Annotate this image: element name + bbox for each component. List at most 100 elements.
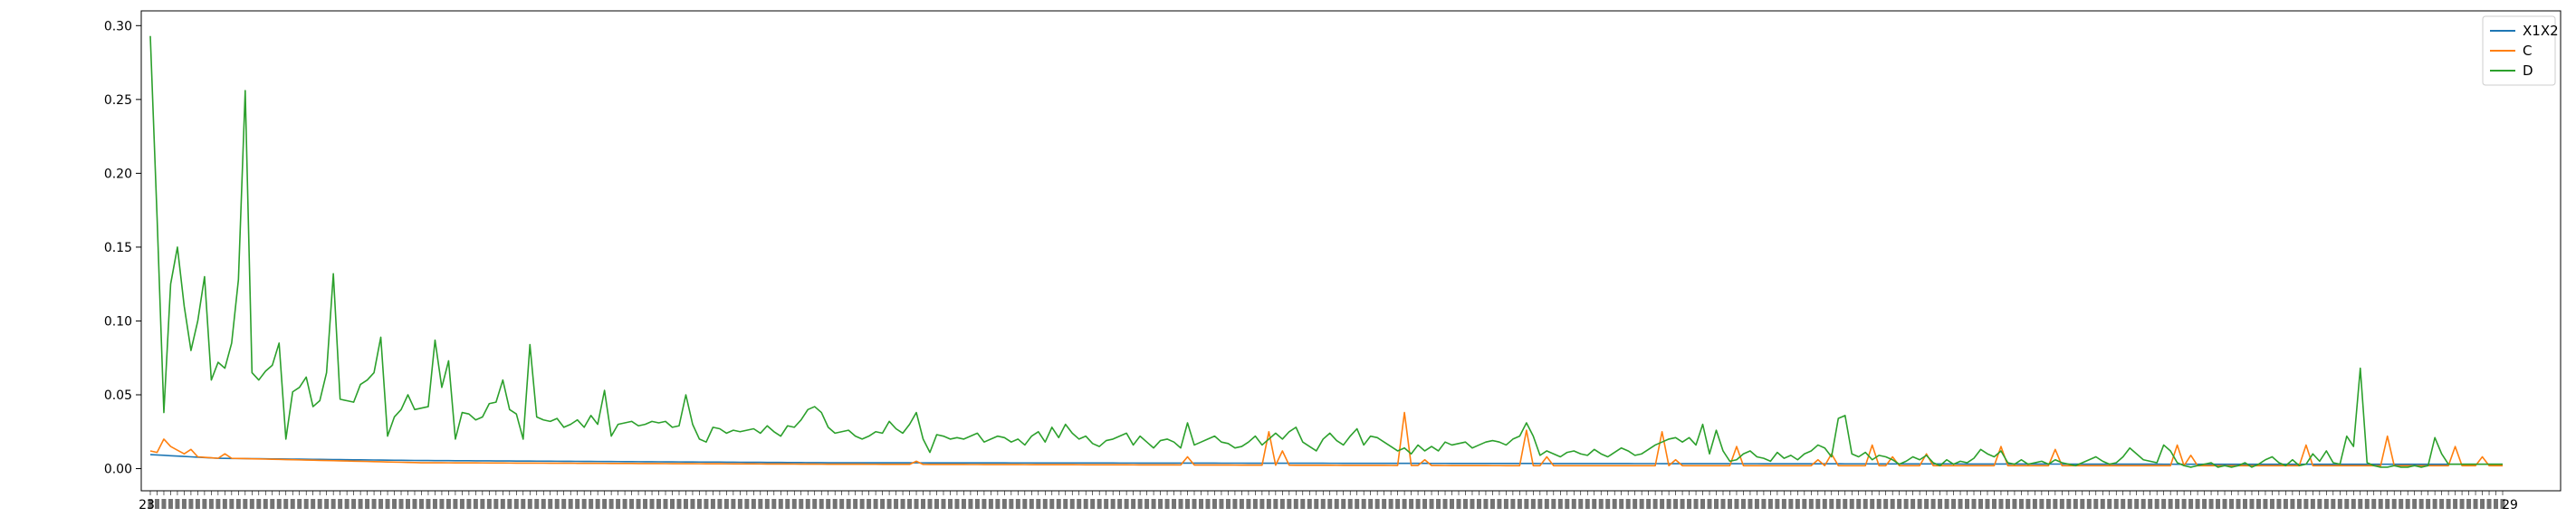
x-tick-label-glyph xyxy=(2269,499,2274,509)
x-tick-label-glyph xyxy=(1714,499,1719,509)
y-tick-label: 0.30 xyxy=(104,19,132,34)
x-tick-label-glyph xyxy=(2303,499,2309,509)
x-tick-label-glyph xyxy=(2242,499,2247,509)
x-tick-label-glyph xyxy=(683,499,688,509)
x-tick-label-glyph xyxy=(1334,499,1339,509)
x-tick-label-glyph xyxy=(2283,499,2288,509)
x-tick-label-glyph xyxy=(1225,499,1231,509)
x-tick-label-glyph xyxy=(1680,499,1685,509)
x-tick-label-glyph xyxy=(1355,499,1360,509)
x-tick-label-glyph xyxy=(1510,499,1516,509)
x-tick-label-glyph xyxy=(1497,499,1502,509)
x-tick-label-glyph xyxy=(2161,499,2167,509)
x-tick-label-glyph xyxy=(982,499,987,509)
x-tick-label-glyph xyxy=(1639,499,1644,509)
x-tick-label-glyph xyxy=(737,499,742,509)
x-tick-label-glyph xyxy=(222,499,227,509)
x-tick-label-glyph xyxy=(2236,499,2241,509)
x-tick-label-glyph xyxy=(1137,499,1143,509)
x-tick-label-glyph xyxy=(1890,499,1895,509)
x-tick-label-glyph xyxy=(2202,499,2207,509)
x-tick-label-glyph xyxy=(1320,499,1326,509)
x-tick-label-glyph xyxy=(974,499,980,509)
x-tick-label-glyph xyxy=(1843,499,1848,509)
x-tick-label-glyph xyxy=(2073,499,2078,509)
x-tick-label-glyph xyxy=(785,499,790,509)
x-tick-label-glyph xyxy=(1279,499,1285,509)
x-tick-label-glyph xyxy=(2432,499,2437,509)
x-tick-label-glyph xyxy=(527,499,532,509)
x-tick-label-glyph xyxy=(1971,499,1977,509)
x-tick-label-glyph xyxy=(1158,499,1164,509)
x-tick-label-glyph xyxy=(426,499,431,509)
x-tick-label-glyph xyxy=(934,499,939,509)
x-tick-label-glyph xyxy=(1565,499,1570,509)
x-tick-label-glyph xyxy=(2331,499,2336,509)
x-tick-label-glyph xyxy=(1585,499,1590,509)
x-tick-label-glyph xyxy=(819,499,824,509)
x-tick-label-glyph xyxy=(154,499,159,509)
x-tick-label-glyph xyxy=(378,499,384,509)
x-tick-label-glyph xyxy=(148,499,153,509)
x-tick-label-glyph xyxy=(2473,499,2478,509)
x-tick-label-glyph xyxy=(2459,499,2465,509)
x-tick-label-glyph xyxy=(663,499,668,509)
x-tick-label-glyph xyxy=(1673,499,1679,509)
x-tick-label-glyph xyxy=(521,499,526,509)
x-tick-label-glyph xyxy=(921,499,926,509)
x-tick-label-glyph xyxy=(1036,499,1041,509)
x-tick-label-glyph xyxy=(1944,499,1949,509)
x-tick-label-glyph xyxy=(554,499,560,509)
x-tick-label-glyph xyxy=(1246,499,1251,509)
x-tick-label-glyph xyxy=(710,499,715,509)
x-tick-label-glyph xyxy=(1232,499,1238,509)
x-tick-label-glyph xyxy=(1090,499,1096,509)
x-tick-label-glyph xyxy=(2188,499,2194,509)
x-tick-label-glyph xyxy=(670,499,675,509)
x-tick-label-glyph xyxy=(513,499,519,509)
x-tick-label-glyph xyxy=(1069,499,1075,509)
x-tick-label-glyph xyxy=(758,499,763,509)
x-tick-label-glyph xyxy=(1022,499,1028,509)
x-tick-label-glyph xyxy=(1938,499,1943,509)
x-tick-label-glyph xyxy=(2439,499,2445,509)
x-tick-label-glyph xyxy=(1178,499,1183,509)
x-tick-label-glyph xyxy=(622,499,627,509)
x-tick-label-glyph xyxy=(826,499,831,509)
x-tick-label-glyph xyxy=(2378,499,2383,509)
x-tick-label-glyph xyxy=(2195,499,2200,509)
x-tick-label-glyph xyxy=(418,499,424,509)
plot-frame xyxy=(140,10,2562,492)
x-tick-label-glyph xyxy=(1930,499,1936,509)
x-tick-label-glyph xyxy=(406,499,411,509)
x-tick-label-glyph xyxy=(1503,499,1508,509)
x-tick-label-glyph xyxy=(1293,499,1298,509)
x-tick-label-glyph xyxy=(886,499,892,509)
x-tick-label-glyph xyxy=(1409,499,1414,509)
x-tick-label-glyph xyxy=(2486,499,2492,509)
x-tick-label-glyph xyxy=(486,499,492,509)
x-tick-label-glyph xyxy=(1652,499,1658,509)
x-tick-label-glyph xyxy=(1029,499,1034,509)
x-tick-label-glyph xyxy=(1273,499,1278,509)
x-tick-label-glyph xyxy=(1172,499,1177,509)
x-tick-label-glyph xyxy=(1239,499,1244,509)
x-tick-label-glyph xyxy=(1192,499,1197,509)
x-tick-label-glyph xyxy=(1870,499,1875,509)
x-tick-label-glyph xyxy=(1985,499,1990,509)
x-tick-label-glyph xyxy=(175,499,180,509)
x-tick-label-glyph xyxy=(2317,499,2322,509)
x-tick-label-glyph xyxy=(1476,499,1481,509)
x-tick-label-glyph xyxy=(2222,499,2227,509)
x-tick-label-glyph xyxy=(235,499,241,509)
x-tick-label-glyph xyxy=(2121,499,2126,509)
x-tick-label-glyph xyxy=(2053,499,2058,509)
x-tick-label-glyph xyxy=(208,499,214,509)
y-axis: 0.00 0.05 0.10 0.15 0.20 0.25 0.30 xyxy=(104,19,141,477)
x-tick-label-glyph xyxy=(602,499,608,509)
x-tick-label-glyph xyxy=(2107,499,2112,509)
x-tick-label-glyph xyxy=(2323,499,2329,509)
x-tick-label-glyph xyxy=(1131,499,1136,509)
x-tick-label-glyph xyxy=(2500,499,2505,509)
x-tick-label-glyph xyxy=(771,499,777,509)
